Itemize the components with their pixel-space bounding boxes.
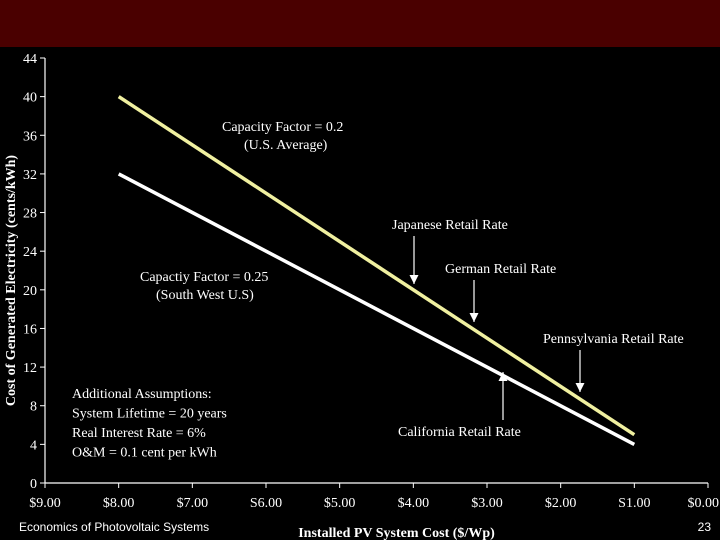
annotation-assumptions: Real Interest Rate = 6% (72, 426, 206, 441)
y-axis-title: Cost of Generated Electricity (cents/kWh… (4, 155, 19, 406)
series-line-2 (117, 172, 636, 446)
x-tick-label: $2.00 (545, 496, 577, 511)
y-tick-label: 4 (30, 438, 37, 453)
x-axis-title: Installed PV System Cost ($/Wp) (298, 526, 495, 540)
x-tick-label: $8.00 (103, 496, 135, 511)
x-tick-label: $3.00 (471, 496, 503, 511)
y-tick-label: 36 (23, 129, 37, 144)
arrow-german-rate-head (469, 313, 479, 322)
annotation-germany: German Retail Rate (445, 262, 556, 277)
x-tick-label: S6.00 (250, 496, 282, 511)
y-tick-label: 44 (23, 52, 37, 67)
y-tick-label: 16 (23, 322, 37, 337)
arrow-japanese-rate-head (409, 275, 419, 284)
y-tick-label: 32 (23, 168, 37, 183)
x-tick-label: $9.00 (29, 496, 61, 511)
x-tick-label: $7.00 (177, 496, 209, 511)
arrow-california-rate-head (498, 372, 508, 381)
annotation-cf025: Capactiy Factor = 0.25 (140, 270, 268, 285)
x-tick-label: $5.00 (324, 496, 356, 511)
annotation-cf02: Capacity Factor = 0.2 (222, 120, 343, 135)
annotation-assumptions: System Lifetime = 20 years (72, 407, 227, 422)
annotation-california: California Retail Rate (398, 425, 521, 440)
y-tick-label: 28 (23, 207, 37, 222)
footer-title: Economics of Photovoltaic Systems (19, 520, 210, 534)
title-banner (0, 0, 720, 47)
page-number: 23 (697, 520, 711, 534)
y-tick-label: 12 (23, 361, 37, 376)
x-tick-label: $4.00 (398, 496, 430, 511)
y-tick-label: 0 (30, 477, 37, 492)
y-tick-label: 20 (23, 284, 37, 299)
series-line-1 (117, 95, 636, 437)
annotation-japan: Japanese Retail Rate (392, 218, 508, 233)
x-tick-label: $0.00 (688, 496, 720, 511)
annotation-cf025: (South West U.S) (156, 288, 254, 303)
x-tick-label: S1.00 (618, 496, 650, 511)
y-tick-label: 24 (23, 245, 37, 260)
annotation-cf02: (U.S. Average) (244, 138, 328, 153)
annotation-pennsylvania: Pennsylvania Retail Rate (543, 332, 684, 347)
y-tick-label: 8 (30, 400, 37, 415)
arrow-pennsylvania-rate-head (575, 383, 585, 392)
annotation-assumptions: O&M = 0.1 cent per kWh (72, 446, 217, 461)
y-tick-label: 40 (23, 91, 37, 106)
annotation-assumptions: Additional Assumptions: (72, 387, 212, 402)
